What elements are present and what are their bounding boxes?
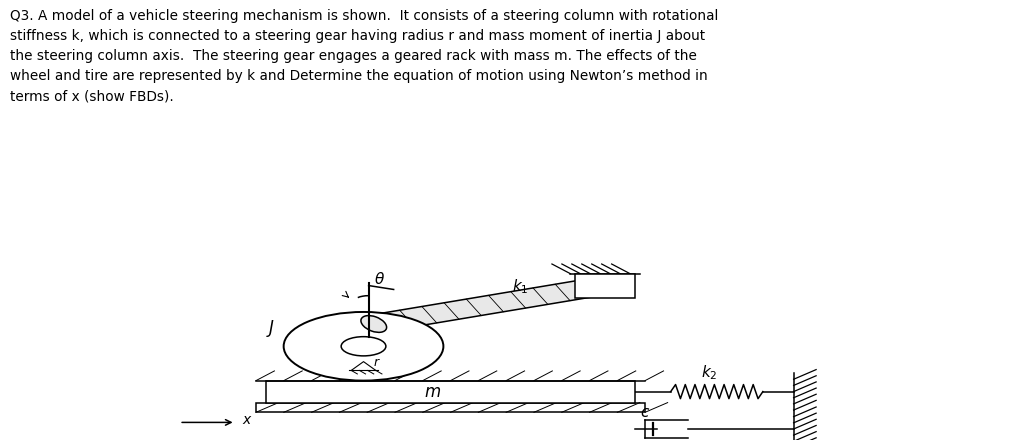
- Bar: [256, 403, 645, 412]
- Text: Q3. A model of a vehicle steering mechanism is shown.  It consists of a steering: Q3. A model of a vehicle steering mechan…: [10, 9, 719, 103]
- Ellipse shape: [341, 337, 386, 356]
- Text: $m$: $m$: [424, 383, 440, 400]
- Text: $k_1$: $k_1$: [512, 277, 528, 296]
- Text: $\theta$: $\theta$: [374, 271, 385, 287]
- Polygon shape: [367, 279, 603, 332]
- Text: $k_2$: $k_2$: [701, 363, 718, 382]
- Bar: [266, 381, 635, 403]
- Ellipse shape: [360, 315, 387, 332]
- Text: $c$: $c$: [640, 405, 650, 420]
- Ellipse shape: [583, 279, 609, 295]
- Bar: [575, 274, 635, 298]
- Text: $x$: $x$: [242, 413, 252, 427]
- Text: $r$: $r$: [373, 356, 381, 369]
- Text: $J$: $J$: [266, 318, 275, 339]
- Ellipse shape: [284, 312, 443, 381]
